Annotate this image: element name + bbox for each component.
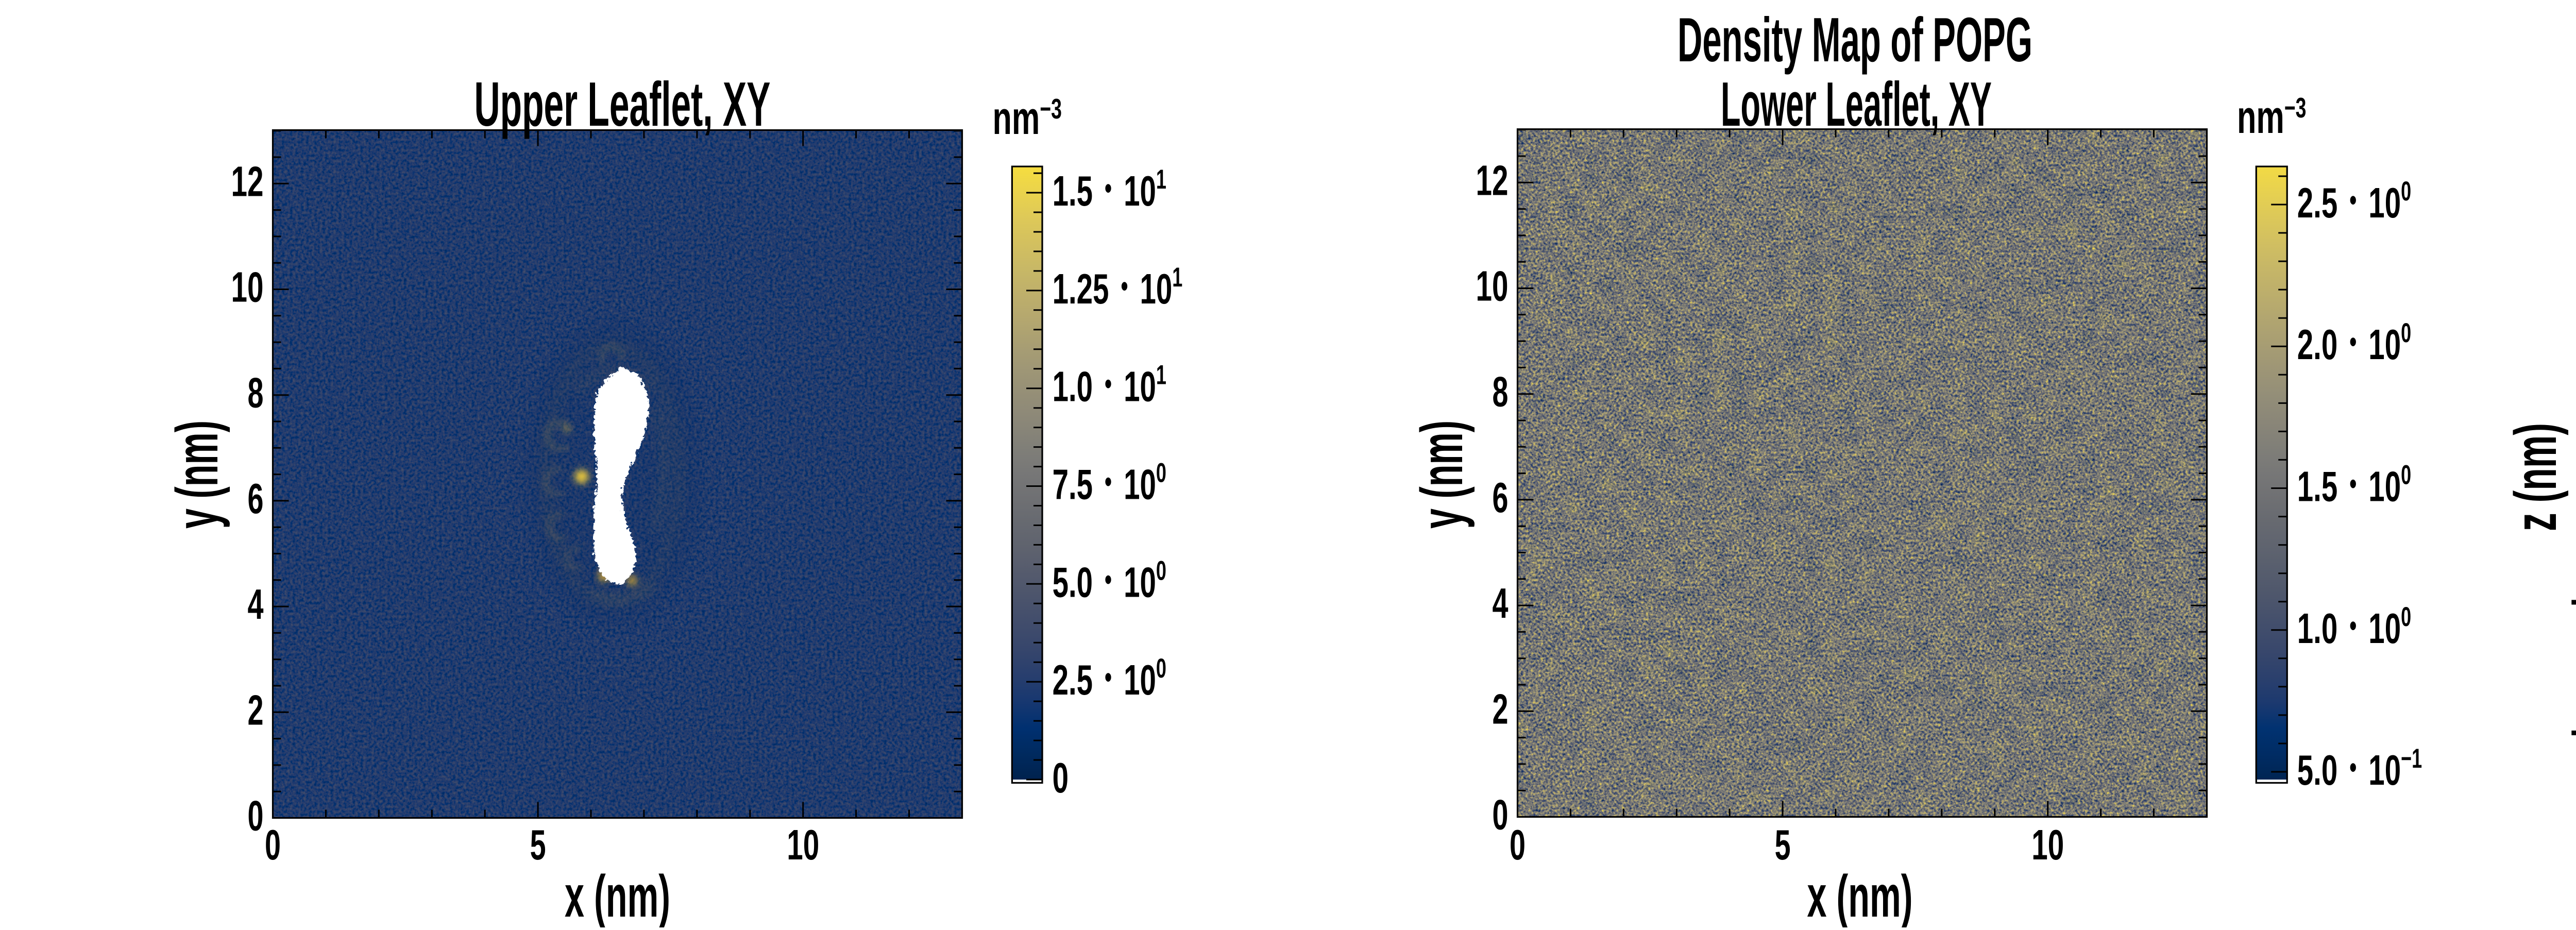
svg-text:z (nm): z (nm) xyxy=(2503,423,2569,531)
svg-text:6: 6 xyxy=(1493,474,1509,521)
svg-text:10: 10 xyxy=(231,263,264,311)
svg-text:y (nm): y (nm) xyxy=(164,420,230,529)
svg-text:2: 2 xyxy=(1493,685,1509,733)
svg-text:Upper Leaflet, XY: Upper Leaflet, XY xyxy=(474,69,771,139)
svg-text:Lower Leaflet, XY: Lower Leaflet, XY xyxy=(1721,69,1992,139)
svg-text:x (nm): x (nm) xyxy=(565,864,670,927)
svg-text:−2: −2 xyxy=(2570,578,2576,626)
svg-text:2: 2 xyxy=(248,686,264,734)
svg-text:5: 5 xyxy=(530,821,546,869)
svg-text:4: 4 xyxy=(248,580,264,628)
svg-text:1.5•101: 1.5 • 101 xyxy=(1053,164,1166,215)
svg-text:5: 5 xyxy=(1775,821,1791,869)
svg-text:12: 12 xyxy=(231,157,264,205)
svg-text:12: 12 xyxy=(1476,156,1509,204)
svg-text:10: 10 xyxy=(787,821,819,869)
svg-text:4: 4 xyxy=(1493,579,1509,627)
svg-text:y (nm): y (nm) xyxy=(1409,420,1475,529)
svg-text:8: 8 xyxy=(1493,368,1509,416)
svg-text:10: 10 xyxy=(1476,262,1509,310)
svg-text:0: 0 xyxy=(265,821,281,869)
svg-text:0: 0 xyxy=(1510,821,1526,869)
svg-text:0: 0 xyxy=(1493,791,1509,839)
svg-text:−4: −4 xyxy=(2570,708,2576,756)
svg-text:6: 6 xyxy=(248,475,264,522)
svg-text:10: 10 xyxy=(2031,821,2064,869)
svg-text:0: 0 xyxy=(1053,754,1069,802)
svg-text:8: 8 xyxy=(248,369,264,417)
svg-text:Density Map of POPG: Density Map of POPG xyxy=(1677,5,2032,75)
svg-text:x (nm): x (nm) xyxy=(1807,864,1913,927)
svg-text:0: 0 xyxy=(248,792,264,840)
